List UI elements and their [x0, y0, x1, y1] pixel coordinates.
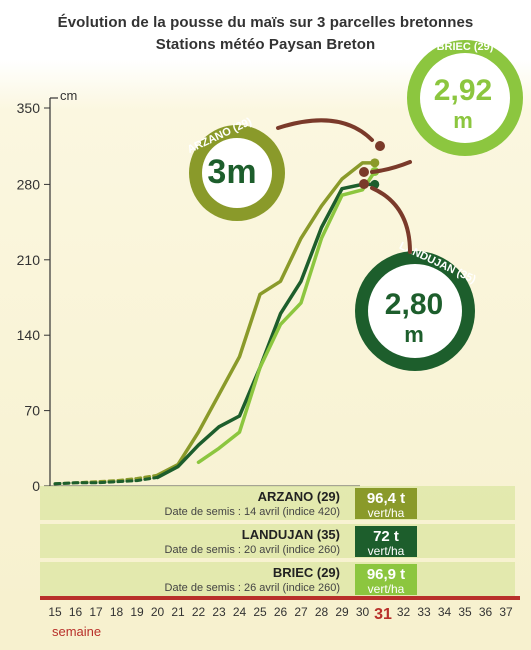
x-tick-label: 30 — [356, 605, 370, 619]
table-row-yield-box-1 — [355, 526, 417, 557]
callout-value-1: 2,92 — [434, 74, 492, 107]
x-tick-label: 26 — [274, 605, 288, 619]
table-row-name-0: ARZANO (29) — [258, 489, 340, 504]
x-tick-label: 33 — [417, 605, 431, 619]
table-row-unit-1: vert/ha — [368, 544, 405, 558]
x-axis-label: semaine — [52, 624, 101, 639]
x-tick-label: 28 — [315, 605, 329, 619]
table-row-sowing-1: Date de semis : 20 avril (indice 260) — [165, 544, 340, 556]
x-tick-label: 37 — [499, 605, 513, 619]
x-tick-label: 32 — [397, 605, 411, 619]
callout-arrow-2 — [370, 186, 412, 254]
table-row-yield-1: 72 t — [373, 528, 399, 545]
y-tick-label: 140 — [17, 327, 41, 343]
x-tick-label: 21 — [171, 605, 185, 619]
callout-unit-2: m — [404, 322, 424, 347]
table-row-name-2: BRIEC (29) — [273, 565, 340, 580]
x-tick-label: 34 — [438, 605, 452, 619]
table-row-unit-2: vert/ha — [368, 582, 405, 596]
table-row-yield-box-2 — [355, 564, 417, 595]
table-row-yield-box-0 — [355, 488, 417, 519]
x-tick-label: 25 — [253, 605, 267, 619]
x-tick-label: 16 — [69, 605, 83, 619]
x-tick-label: 15 — [48, 605, 62, 619]
x-tick-label: 18 — [110, 605, 124, 619]
x-tick-label: 22 — [192, 605, 206, 619]
callout-arrow-1 — [370, 160, 412, 174]
series-line-2 — [196, 169, 377, 465]
callout-inner-2 — [368, 264, 462, 358]
table-row-sowing-0: Date de semis : 14 avril (indice 420) — [165, 506, 340, 518]
x-tick-label: 17 — [89, 605, 103, 619]
series-line-0 — [155, 161, 377, 477]
table-row-yield-2: 96,9 t — [367, 566, 405, 583]
callout-value-0: 3m — [207, 153, 256, 191]
x-tick-label: 36 — [479, 605, 493, 619]
callout-inner-0 — [202, 138, 272, 208]
callout-arrow-tip-2 — [359, 179, 369, 189]
y-tick-label: 70 — [24, 403, 40, 419]
chart-title: Évolution de la pousse du maïs sur 3 par… — [57, 14, 474, 31]
chart-subtitle: Stations météo Paysan Breton — [155, 36, 376, 53]
x-tick-label: 27 — [294, 605, 308, 619]
table-row-yield-0: 96,4 t — [367, 490, 405, 507]
series-line-early-1 — [53, 475, 159, 486]
table-row-unit-0: vert/ha — [368, 506, 405, 520]
table-row-bg-0 — [40, 486, 515, 520]
y-tick-label: 210 — [17, 252, 41, 268]
table-row-bg-1 — [40, 524, 515, 558]
x-tick-label: 35 — [458, 605, 472, 619]
y-axis-label: cm — [60, 88, 77, 103]
callout-arrow-tip-0 — [375, 141, 385, 151]
callout-arrow-0 — [276, 118, 374, 142]
callout-unit-1: m — [453, 108, 473, 133]
x-tick-label: 23 — [212, 605, 226, 619]
week-axis-bar — [40, 596, 520, 600]
callout-value-2: 2,80 — [385, 288, 443, 321]
x-tick-label: 24 — [233, 605, 247, 619]
x-tick-label: 19 — [130, 605, 144, 619]
table-row-bg-2 — [40, 562, 515, 596]
callout-name-1: BRIEC (29) — [437, 41, 494, 53]
callout-inner-1 — [420, 53, 510, 143]
series-end-point-0 — [370, 158, 380, 168]
callout-arrow-tip-1 — [359, 167, 369, 177]
y-tick-label: 0 — [32, 478, 40, 494]
series-line-1 — [155, 182, 377, 480]
y-tick-label: 350 — [17, 100, 41, 116]
table-row-name-1: LANDUJAN (35) — [242, 527, 340, 542]
x-tick-label: 20 — [151, 605, 165, 619]
x-tick-label: 29 — [335, 605, 349, 619]
table-row-sowing-2: Date de semis : 26 avril (indice 260) — [165, 582, 340, 594]
y-tick-label: 280 — [17, 176, 41, 192]
x-tick-label: 31 — [374, 606, 392, 623]
